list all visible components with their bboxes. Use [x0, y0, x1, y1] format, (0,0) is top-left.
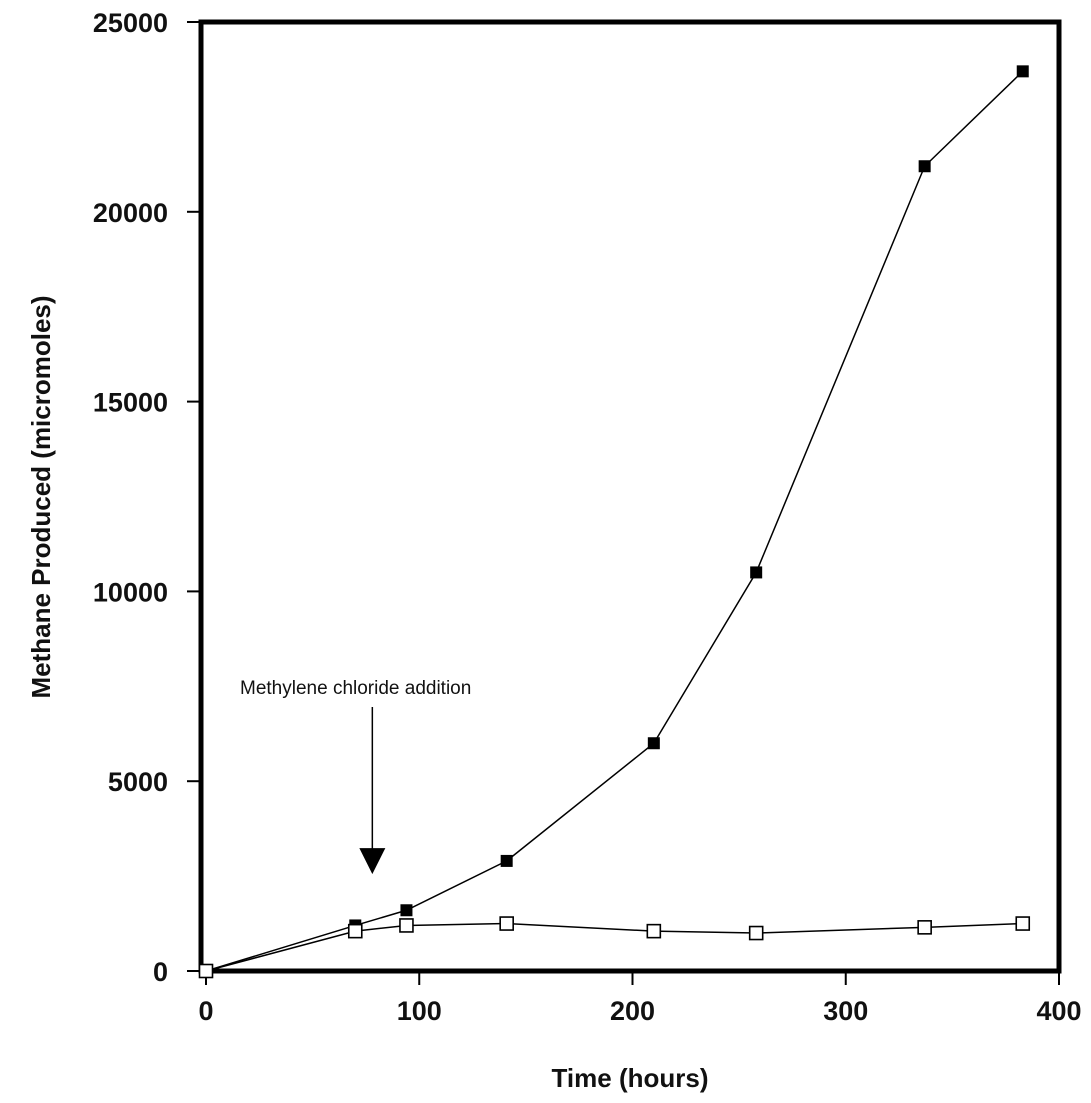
filled-square-point: [750, 566, 763, 579]
open-square-point: [399, 918, 414, 933]
open-square-point: [198, 963, 214, 979]
y-tick-label: 5000: [108, 767, 168, 797]
series-1-line: [205, 70, 1024, 972]
x-axis-title: Time (hours): [552, 1063, 709, 1093]
x-tick-label: 200: [610, 996, 655, 1026]
y-tick-label: 15000: [93, 388, 168, 418]
filled-square-point: [1016, 65, 1029, 78]
x-tick-label: 100: [397, 996, 442, 1026]
x-tick-label: 400: [1036, 996, 1081, 1026]
x-axis: 0 100 200 300 400: [198, 971, 1082, 1026]
filled-square-point: [918, 160, 931, 173]
filled-square-point: [647, 737, 660, 750]
x-tick-label: 0: [198, 996, 213, 1026]
y-tick-label: 25000: [93, 8, 168, 38]
plot-frame: [198, 19, 1062, 974]
open-square-point: [748, 925, 764, 941]
annotation-arrowhead: [359, 848, 386, 875]
open-square-point: [499, 916, 514, 931]
y-tick-label: 20000: [93, 198, 168, 228]
open-square-point: [347, 923, 363, 939]
open-square-point: [1015, 916, 1031, 931]
filled-square-point: [400, 904, 413, 917]
annotation-layer: Methylene chloride addition: [240, 678, 471, 875]
series-2-line: [205, 922, 1023, 972]
y-tick-label: 10000: [93, 577, 168, 607]
filled-square-point: [500, 854, 513, 867]
open-square-point: [917, 920, 932, 935]
series-layer: [198, 65, 1031, 979]
annotation-text: Methylene chloride addition: [240, 678, 471, 699]
y-axis-title: Methane Produced (micromoles): [26, 295, 56, 698]
open-square-point: [646, 923, 662, 939]
y-axis: 0 5000 10000 15000 20000 25000: [93, 8, 201, 987]
y-tick-label: 0: [153, 957, 168, 987]
x-tick-label: 300: [823, 996, 868, 1026]
